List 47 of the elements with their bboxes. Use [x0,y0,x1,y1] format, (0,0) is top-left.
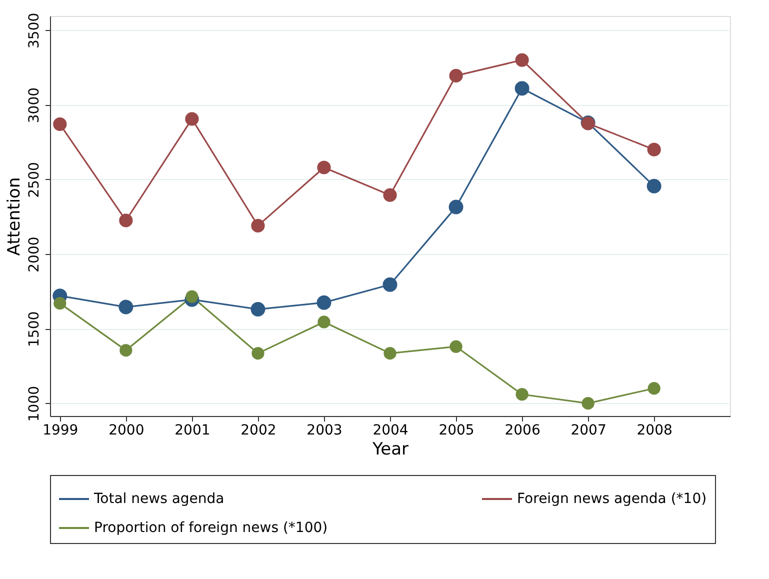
point [448,200,464,214]
x-tick-label: 2006 [504,422,540,438]
point [515,53,529,67]
y-tick-label: 1000 [26,386,42,422]
x-axis-title: Year [372,440,409,460]
point [185,112,199,126]
x-tick-label: 1999 [42,422,78,438]
point [53,117,67,131]
x-tick-label: 2005 [438,422,474,438]
legend-label: Foreign news agenda (*10) [517,491,707,507]
x-tick-label: 2008 [636,422,672,438]
point [647,142,661,156]
point [251,218,265,232]
point [450,340,462,353]
point [250,302,266,317]
x-tick-label: 2004 [372,422,408,438]
y-axis-title: Attention [4,177,24,256]
x-tick-label: 2007 [570,422,606,438]
x-tick-label: 2001 [174,422,210,438]
point [582,397,594,410]
point [516,388,528,401]
point [186,290,198,303]
point [384,347,396,360]
point [54,297,66,310]
y-tick-label: 2000 [26,236,42,272]
point [252,347,264,360]
point [316,295,332,310]
y-tick-label: 3500 [26,12,42,48]
point [317,160,331,174]
point [383,188,397,202]
point [318,316,330,328]
point [120,344,132,357]
x-tick-label: 2000 [108,422,144,438]
y-tick-label: 2500 [26,162,42,198]
point [118,300,134,314]
legend-label: Proportion of foreign news (*100) [94,520,328,536]
x-tick-label: 2003 [306,422,342,438]
y-tick-label: 3000 [26,87,42,124]
y-tick-label: 1500 [26,311,42,348]
point [648,382,660,395]
point [119,214,133,228]
point [449,68,463,82]
point [382,277,398,292]
legend-label: Total news agenda [93,491,224,507]
x-tick-label: 2002 [240,422,276,438]
point [646,178,662,194]
point [514,81,530,96]
